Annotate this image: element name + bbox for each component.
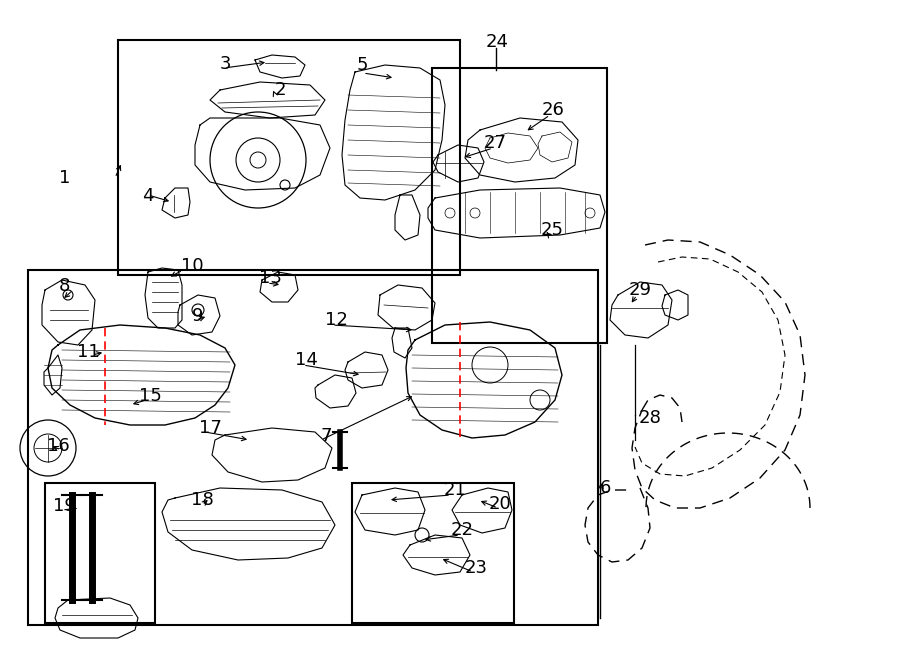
Text: 23: 23	[464, 559, 488, 577]
Bar	[118, 40, 460, 275]
Text: 19: 19	[52, 497, 76, 515]
Text: 27: 27	[483, 134, 507, 152]
Text: 21: 21	[444, 481, 466, 499]
Text: 13: 13	[258, 269, 282, 287]
Bar	[352, 483, 514, 623]
Text: 2: 2	[274, 81, 286, 99]
Text: 16: 16	[47, 437, 69, 455]
Bar	[45, 483, 155, 623]
Circle shape	[280, 180, 290, 190]
Text: 9: 9	[193, 307, 203, 325]
Text: 15: 15	[139, 387, 161, 405]
Text: 10: 10	[181, 257, 203, 275]
Text: 5: 5	[356, 56, 368, 74]
Bar	[432, 68, 607, 343]
Text: 11: 11	[76, 343, 99, 361]
Text: 3: 3	[220, 55, 230, 73]
Text: 7: 7	[320, 427, 332, 445]
Text: 8: 8	[58, 277, 69, 295]
Text: 1: 1	[59, 169, 71, 187]
Bar	[28, 270, 598, 625]
Text: 24: 24	[485, 33, 508, 51]
Text: 26: 26	[542, 101, 564, 119]
Text: 29: 29	[628, 281, 652, 299]
Text: 28: 28	[639, 409, 662, 427]
Text: 14: 14	[294, 351, 318, 369]
Text: 18: 18	[191, 491, 213, 509]
Text: 20: 20	[489, 495, 511, 513]
Text: 6: 6	[599, 479, 611, 497]
Text: 17: 17	[199, 419, 221, 437]
Circle shape	[63, 290, 73, 300]
Text: 12: 12	[325, 311, 347, 329]
Circle shape	[192, 304, 204, 316]
Text: 22: 22	[451, 521, 473, 539]
Text: 4: 4	[142, 187, 154, 205]
Text: 25: 25	[541, 221, 563, 239]
